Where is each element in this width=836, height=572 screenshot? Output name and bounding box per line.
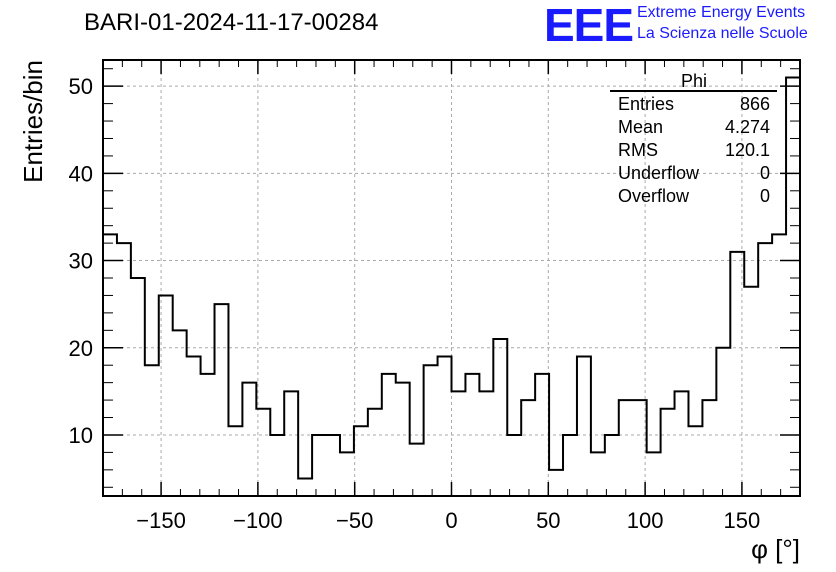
- y-tick-label: 40: [69, 161, 93, 186]
- x-tick-label: −100: [233, 508, 283, 533]
- stats-value: 0: [760, 163, 770, 183]
- stats-label: Overflow: [618, 186, 690, 206]
- y-axis-title: Entries/bin: [18, 60, 48, 183]
- x-tick-label: 0: [445, 508, 457, 533]
- histogram-series: [103, 76, 800, 480]
- x-tick-label: −50: [336, 508, 373, 533]
- stats-label: Underflow: [618, 163, 700, 183]
- brand-line-1: Extreme Energy Events: [637, 4, 806, 21]
- y-tick-label: 10: [69, 423, 93, 448]
- stats-label: Entries: [618, 94, 674, 114]
- x-tick-label: −150: [136, 508, 186, 533]
- y-tick-label: 50: [69, 74, 93, 99]
- stats-title: Phi: [681, 71, 707, 91]
- stats-value: 0: [760, 186, 770, 206]
- stats-label: RMS: [618, 140, 658, 160]
- stats-label: Mean: [618, 117, 663, 137]
- axis-ticks: [103, 60, 800, 496]
- x-tick-label: 100: [627, 508, 664, 533]
- tick-labels: −150 −100 −50 0 50 100 150 10 20 30 40 50: [69, 74, 761, 533]
- stats-box: Phi Entries 866 Mean 4.274 RMS 120.1 Underflow…: [610, 71, 777, 206]
- x-axis-title: φ [°]: [751, 534, 800, 564]
- x-tick-label: 50: [536, 508, 560, 533]
- y-tick-label: 30: [69, 249, 93, 274]
- x-tick-label: 150: [724, 508, 761, 533]
- brand-line-2: La Scienza nelle Scuole: [637, 25, 808, 42]
- y-tick-label: 20: [69, 336, 93, 361]
- stats-value: 4.274: [725, 117, 770, 137]
- plot-title: BARI-01-2024-11-17-00284: [84, 9, 379, 36]
- grid-lines: [103, 60, 800, 496]
- eee-logo: EEE: [544, 0, 634, 51]
- stats-value: 120.1: [725, 140, 770, 160]
- stats-value: 866: [740, 94, 770, 114]
